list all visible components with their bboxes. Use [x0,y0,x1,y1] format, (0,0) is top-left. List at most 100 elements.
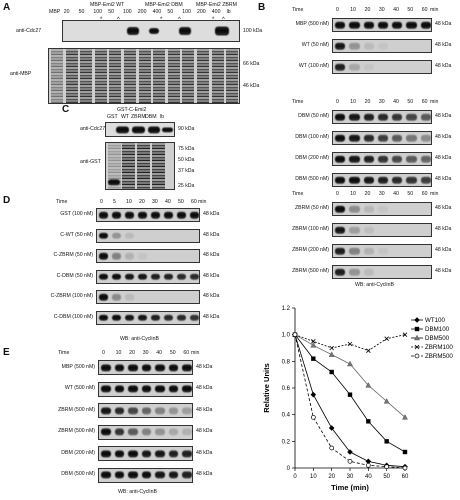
panel-e-band [141,385,152,393]
panel-d-time-tick: 60 [191,199,197,205]
panel-b-band [349,176,360,184]
panel-b-row-label: ZBRM (200 nM) [292,247,329,253]
panel-b-band [335,226,346,234]
panel-a-group-zbrm: MBP-Emi2 ZBRM [196,2,237,8]
data-point [383,398,390,404]
panel-e-row-label: DBM (500 nM) [61,471,95,477]
panel-d-mw-label: 48 kDa [203,293,220,299]
panel-b-band [406,134,417,142]
panel-e-band [128,449,138,458]
panel-e-time-tick: 0 [102,350,105,356]
legend-marker [414,326,420,332]
panel-b-row-label: DBM (50 nM) [298,113,329,119]
y-tick-label: 0 [287,466,291,472]
panel-d-row-label: C-WT (50 nM) [60,231,93,238]
panel-a-mbp-lane [182,49,195,103]
data-point [402,465,408,471]
panel-e-band [114,406,125,415]
panel-a-mbp-lane [109,49,122,103]
panel-e-band [168,385,179,393]
panel-d-band [99,232,108,239]
panel-b-band [363,113,374,121]
panel-b-mw-label: 48 kDa [435,247,452,253]
panel-b-band [392,113,403,121]
panel-b-time-tick: 50 [407,191,414,197]
panel-a-mbp-lane [167,49,180,103]
data-point [292,332,298,338]
panel-a-lane-label: 400 [152,9,162,15]
panel-a-lane-label: 400 [211,9,221,15]
panel-e-blot-row [98,467,193,483]
panel-d-mw-label: 48 kDa [203,313,220,320]
data-point [310,414,316,420]
panel-b-band [335,21,346,29]
panel-b-row-label: ZBRM (50 nM) [294,205,329,211]
data-point [347,360,353,367]
panel-a-mbp-lane [153,49,166,103]
panel-b-time-tick: 0 [336,7,339,13]
panel-b-band [335,134,346,142]
panel-b-band [392,21,403,29]
panel-b-time-unit: min [430,191,439,197]
data-point [329,369,334,375]
panel-b-footer: WB: anti-CyclinB [355,282,394,288]
panel-e-band [182,363,192,372]
data-point [384,464,390,470]
panel-a-lane-label: 50 [78,9,85,15]
panel-b-band [349,21,360,29]
panel-a-mbp-lane [211,49,224,103]
panel-e-time-tick: 30 [142,350,149,356]
panel-b-band [377,134,389,142]
panel-b-band [377,247,389,255]
panel-b-band [349,63,360,71]
panel-e-blot-row [98,424,193,440]
x-tick-label: 0 [293,474,297,480]
legend-label: DBM100 [425,326,450,333]
panel-b-time-tick: 30 [378,191,385,197]
panel-b-time-unit: min [430,99,439,105]
panel-e-footer: WB: anti-CyclinB [118,489,157,495]
data-point [347,341,353,347]
panel-d-band [125,211,134,219]
panel-e-blot-row [98,360,193,375]
data-point [311,356,316,361]
degradation-line-chart: 0 0.2 0.4 0.6 0.8 1.0 1.2 0 10 20 30 40 50 60 WT100 DB… [262,306,453,492]
panel-a-mw-100: 100 kDa [243,28,263,34]
data-point [402,414,408,420]
y-tick-label: 0.2 [282,439,291,445]
panel-b-band [363,63,374,71]
panel-b-band [335,205,346,213]
panel-e-band [101,449,111,458]
panel-b-band [349,113,360,121]
panel-d-band [138,314,147,321]
data-point [366,348,371,353]
panel-e-band [101,385,111,393]
panel-b-mw-label: 48 kDa [435,42,452,48]
panel-a-cdc27-blot [62,20,240,42]
panel-b-blot-row [332,265,432,279]
panel-b-mw-label: 48 kDa [435,113,452,119]
panel-b-band [349,155,360,163]
panel-b-blot-row [332,223,432,237]
panel-e-band [114,385,125,393]
panel-a-lane-label: 200 [137,9,147,15]
panel-e-band [128,428,138,436]
panel-b-time-tick: 40 [393,191,399,197]
panel-b-band [406,113,417,121]
panel-b-band [363,247,374,255]
y-tick-label: 0.4 [282,413,291,419]
legend-label: WT100 [425,317,446,324]
panel-c-letter: C [62,104,70,115]
legend-marker [414,317,420,323]
series-dbm500 [292,331,408,420]
panel-d-time-label: Time [56,199,68,205]
panel-e-band [182,385,192,393]
panel-a-lane-label: 100 [182,9,191,15]
panel-b-time-tick: 20 [364,7,371,13]
panel-e-band [155,363,165,372]
panel-b-time-tick: 40 [393,7,399,13]
x-tick-label: 10 [310,474,317,480]
panel-c-cdc27-blot [105,122,175,137]
panel-b-blot-row [332,110,432,124]
panel-b-band [363,205,374,213]
